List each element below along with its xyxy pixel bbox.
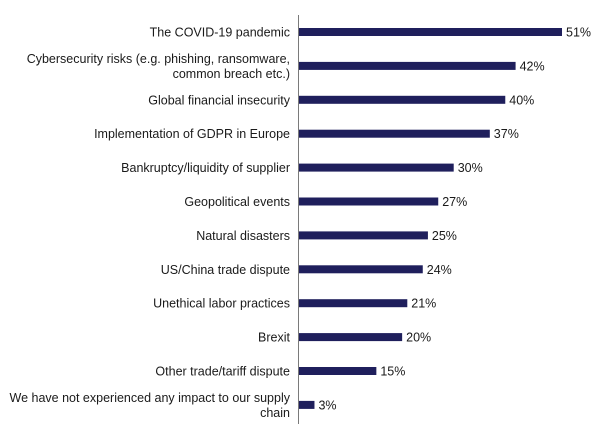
- data-label: 27%: [442, 195, 467, 209]
- category-label: Other trade/tariff dispute: [155, 365, 290, 379]
- category-label-line: Other trade/tariff dispute: [155, 365, 290, 379]
- category-label-line: Bankruptcy/liquidity of supplier: [121, 161, 290, 175]
- bar: [299, 28, 562, 36]
- data-label: 37%: [494, 127, 519, 141]
- bar: [299, 333, 403, 342]
- category-label: We have not experienced any impact to ou…: [10, 391, 291, 420]
- data-label: 40%: [509, 93, 534, 107]
- bar: [299, 129, 490, 138]
- category-label-line: Unethical labor practices: [153, 297, 290, 311]
- data-label: 15%: [380, 365, 405, 379]
- category-label: Natural disasters: [196, 229, 290, 243]
- category-label-line: Geopolitical events: [184, 195, 290, 209]
- bar: [299, 197, 439, 206]
- data-label: 30%: [458, 161, 483, 175]
- category-label-line: The COVID-19 pandemic: [150, 26, 290, 40]
- data-label: 3%: [318, 398, 336, 412]
- category-label-line: Global financial insecurity: [148, 93, 290, 107]
- category-label: Brexit: [258, 331, 290, 345]
- data-label: 42%: [520, 59, 545, 73]
- data-label: 25%: [432, 229, 457, 243]
- category-label: Bankruptcy/liquidity of supplier: [121, 161, 290, 175]
- category-label-line: Cybersecurity risks (e.g. phishing, rans…: [27, 52, 290, 66]
- category-label: US/China trade dispute: [161, 263, 290, 277]
- category-label: Global financial insecurity: [148, 93, 290, 107]
- category-label-line: Implementation of GDPR in Europe: [94, 127, 290, 141]
- data-label: 24%: [427, 263, 452, 277]
- data-label: 51%: [566, 26, 591, 40]
- data-label: 20%: [406, 331, 431, 345]
- category-label-line: US/China trade dispute: [161, 263, 290, 277]
- bar: [299, 163, 454, 172]
- category-label-line: chain: [260, 406, 290, 420]
- bar-series: 51% The COVID-19 pandemic 42% Cybersecurity…: [10, 26, 592, 420]
- data-label: 21%: [411, 297, 436, 311]
- bar: [299, 299, 408, 308]
- bar: [299, 265, 423, 274]
- category-label: Implementation of GDPR in Europe: [94, 127, 290, 141]
- category-label: Cybersecurity risks (e.g. phishing, rans…: [27, 52, 290, 81]
- category-label-line: We have not experienced any impact to ou…: [10, 391, 291, 405]
- bar: [299, 400, 315, 409]
- category-label: Unethical labor practices: [153, 297, 290, 311]
- category-label-line: common breach etc.): [173, 67, 290, 81]
- category-label: The COVID-19 pandemic: [150, 26, 290, 40]
- category-label-line: Brexit: [258, 331, 290, 345]
- bar: [299, 231, 428, 240]
- bar: [299, 367, 377, 375]
- bar: [299, 95, 506, 104]
- category-label: Geopolitical events: [184, 195, 290, 209]
- category-label-line: Natural disasters: [196, 229, 290, 243]
- bar: [299, 61, 516, 70]
